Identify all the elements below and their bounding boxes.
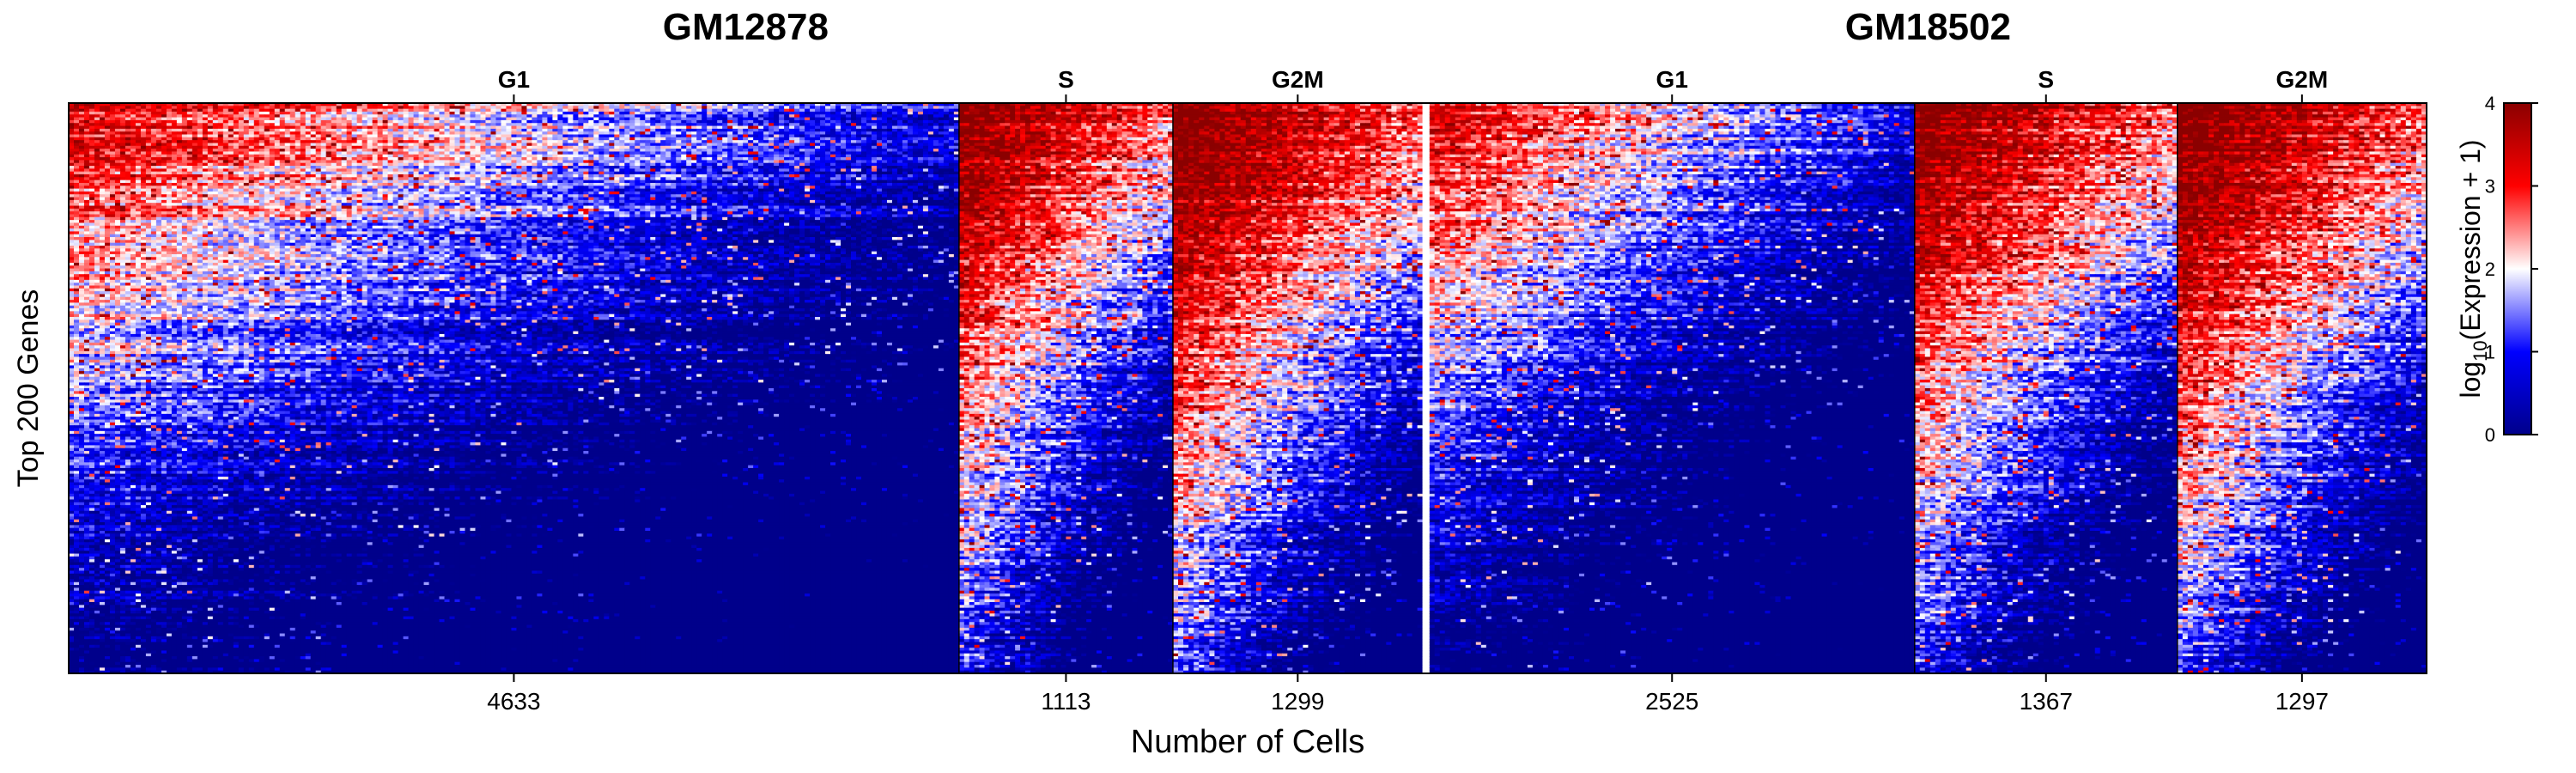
phase-label: G1 xyxy=(498,66,530,93)
phase-label: S xyxy=(1058,66,1074,93)
heatmap-panel-gm12878-g2m xyxy=(1173,103,1423,674)
x-axis-label: Number of Cells xyxy=(1131,724,1364,760)
phase-label: G2M xyxy=(1272,66,1324,93)
phase-label: G2M xyxy=(2276,66,2329,93)
y-axis-label: Top 200 Genes xyxy=(12,289,45,488)
colorbar-tick-label: 0 xyxy=(2485,424,2495,446)
heatmap-panel-gm12878-s xyxy=(959,103,1174,674)
cell-count-label: 1297 xyxy=(2275,688,2329,715)
group-title: GM12878 xyxy=(663,6,829,48)
heatmap-panel-gm12878-g1 xyxy=(69,103,959,674)
heatmap-panel-gm18502-g1 xyxy=(1430,103,1916,674)
cell-count-label: 1113 xyxy=(1041,688,1091,715)
cell-count-label: 4633 xyxy=(487,688,540,715)
colorbar-tick-label: 1 xyxy=(2485,342,2495,363)
colorbar xyxy=(2504,103,2531,435)
cell-count-label: 2525 xyxy=(1645,688,1698,715)
cell-count-label: 1367 xyxy=(2020,688,2073,715)
heatmap-panel-gm18502-g2m xyxy=(2178,103,2427,674)
phase-label: G1 xyxy=(1656,66,1688,93)
heatmap-panel-gm18502-s xyxy=(1915,103,2178,674)
colorbar-tick-label: 2 xyxy=(2485,259,2495,280)
group-gap xyxy=(1423,103,1430,673)
phase-label: S xyxy=(2038,66,2054,93)
cell-count-label: 1299 xyxy=(1271,688,1324,715)
group-title: GM18502 xyxy=(1845,6,2011,48)
colorbar-tick-label: 4 xyxy=(2485,93,2495,114)
colorbar-tick-label: 3 xyxy=(2485,176,2495,198)
